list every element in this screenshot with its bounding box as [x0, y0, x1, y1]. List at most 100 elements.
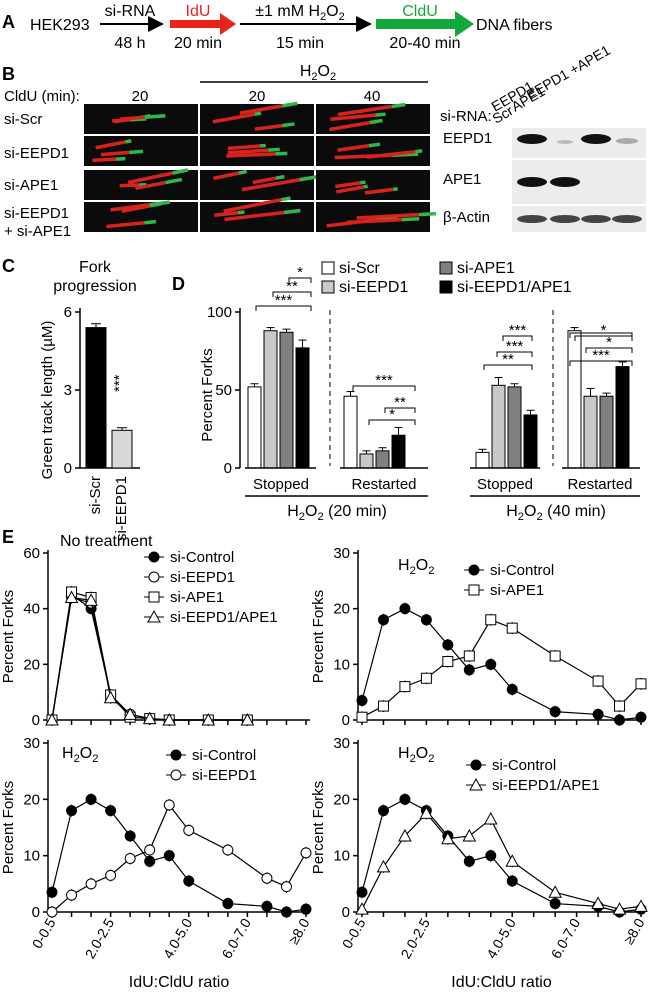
cldu-track	[391, 102, 406, 109]
panel-d: D Percent Forks si-Scrsi-EEPD1si-APE1si-…	[172, 260, 640, 523]
bar	[85, 327, 107, 469]
dna-fiber	[329, 118, 383, 132]
data-point	[442, 639, 454, 651]
idu-track	[346, 217, 402, 225]
significance-label: ***	[509, 322, 527, 339]
cldu-track	[368, 142, 381, 148]
data-point	[170, 769, 182, 781]
cldu-track	[369, 118, 383, 125]
legend-label: si-APE1	[457, 260, 515, 277]
panel-a-letter: A	[2, 12, 15, 32]
dna-fiber	[337, 102, 406, 117]
bar	[615, 366, 630, 469]
legend-label: si-Control	[492, 757, 556, 774]
y-tick-label: 10	[333, 656, 350, 673]
series-line	[361, 812, 642, 910]
idu-track	[119, 115, 146, 121]
significance-bracket	[352, 385, 416, 391]
fiber-image-tile	[200, 170, 314, 200]
data-point	[420, 614, 432, 626]
data-point	[163, 850, 175, 862]
dna-fiber	[127, 168, 189, 185]
line-chart: 0 10 20 30 Percent Forks H2O2 si-Control si-EEP…	[0, 735, 313, 991]
dna-fiber	[335, 180, 366, 189]
series-line	[51, 798, 307, 913]
panel-e-letter: E	[2, 527, 14, 547]
data-point	[356, 886, 368, 898]
dna-fiber	[254, 122, 295, 131]
legend-label: si-Control	[192, 747, 256, 764]
data-point	[377, 614, 389, 626]
data-point	[634, 899, 648, 912]
data-point	[183, 875, 195, 887]
y-tick-label: 40	[23, 601, 40, 618]
significance-bracket	[569, 332, 633, 338]
y-tick-label: 0	[64, 460, 72, 477]
data-point	[201, 712, 216, 726]
significance-bracket	[255, 305, 312, 311]
panel-c-title-1: Fork	[79, 259, 112, 276]
panel-b: B H2O2 CldU (min): 20 20 40 si-Scr si-EE…	[2, 42, 646, 240]
row-label-si-eepd1-ape1-b: + si-APE1	[4, 223, 71, 240]
time-col-2: 20	[249, 88, 266, 105]
significance-label: *	[389, 406, 395, 423]
y-tick-label: 3	[64, 382, 72, 399]
bar	[491, 384, 506, 469]
data-point	[463, 650, 475, 662]
legend-label: si-APE1	[170, 589, 224, 606]
idu-time: 20 min	[174, 35, 222, 52]
blot-protein-actin: β-Actin	[443, 209, 490, 226]
legend-swatch	[321, 280, 335, 294]
data-point	[468, 564, 480, 576]
data-point	[123, 707, 137, 720]
chart-title: H2O2	[62, 745, 98, 765]
legend-label: si-Scr	[339, 260, 381, 277]
bar	[599, 395, 614, 469]
data-point	[144, 855, 156, 867]
fork-progression-chart: 0 3 6 si-Scr si-EEPD1	[64, 304, 140, 541]
sirna-label: si-RNA	[105, 3, 156, 20]
series-line	[361, 619, 642, 718]
legend-swatch	[439, 261, 453, 275]
dna-fiber	[106, 219, 157, 229]
data-point	[356, 711, 368, 723]
series-line	[361, 798, 642, 913]
data-point	[85, 793, 97, 805]
idu-track	[224, 210, 285, 222]
data-point	[300, 903, 312, 915]
data-point	[46, 906, 58, 918]
dna-fiber	[366, 149, 423, 159]
data-point	[261, 872, 273, 884]
y-axis-label: Percent Forks	[310, 781, 327, 874]
cldu-track	[281, 196, 291, 202]
cldu-arrow	[376, 11, 474, 37]
data-point	[45, 712, 59, 726]
significance-bracket	[483, 364, 533, 370]
cldu-track	[259, 143, 266, 148]
cldu-track	[415, 149, 423, 154]
x-tick-label: si-Scr	[87, 476, 104, 514]
cldu-track	[172, 168, 189, 175]
y-axis-label: Percent Forks	[0, 590, 17, 683]
idu-track	[223, 197, 282, 213]
data-point	[463, 855, 475, 867]
y-axis-label: Percent Forks	[310, 590, 327, 683]
data-point	[399, 603, 411, 615]
cldu-track	[275, 174, 285, 180]
data-point	[485, 658, 497, 670]
idu-track	[227, 144, 261, 151]
y-tick-label: 0	[342, 904, 350, 921]
condition-label: H2O2 (20 min)	[287, 503, 387, 523]
y-tick-label: 6	[64, 304, 72, 321]
dna-fiber	[330, 112, 386, 122]
data-point	[105, 869, 117, 881]
bar	[375, 450, 390, 469]
data-point	[240, 712, 255, 726]
legend-swatch	[439, 280, 453, 294]
data-point	[261, 900, 273, 912]
data-point	[170, 749, 182, 761]
idu-track	[335, 185, 365, 194]
data-point	[147, 609, 161, 623]
data-point	[398, 828, 412, 842]
